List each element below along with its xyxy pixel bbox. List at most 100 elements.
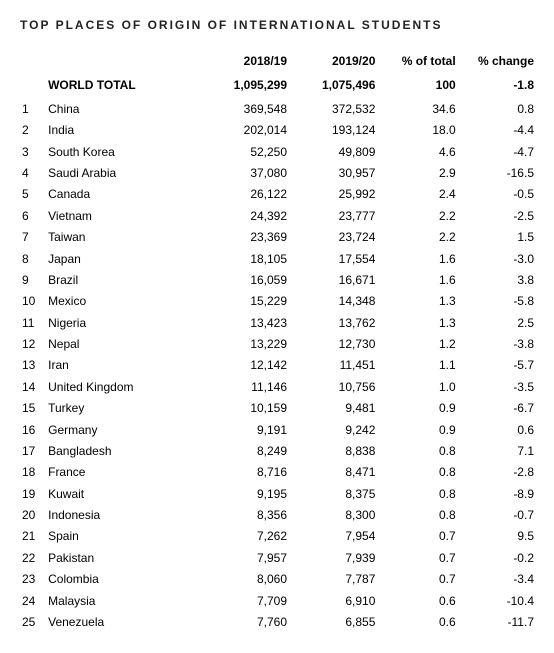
cell-name: Spain: [48, 526, 199, 547]
cell-y2: 17,554: [287, 248, 375, 269]
cell-y2: 7,787: [287, 569, 375, 590]
cell-rank: 25: [20, 612, 48, 633]
cell-chg: -3.8: [456, 334, 534, 355]
cell-rank: 1: [20, 99, 48, 120]
cell-y2: 25,992: [287, 184, 375, 205]
cell-chg: 9.5: [456, 526, 534, 547]
table-row: 13Iran12,14211,4511.1-5.7: [20, 355, 534, 376]
cell-y2: 10,756: [287, 376, 375, 397]
cell-chg: -8.9: [456, 483, 534, 504]
cell-y1: 18,105: [199, 248, 287, 269]
cell-y1: 8,356: [199, 505, 287, 526]
world-pct: 100: [375, 75, 455, 99]
cell-y2: 23,724: [287, 227, 375, 248]
cell-chg: 7.1: [456, 441, 534, 462]
cell-chg: -4.4: [456, 120, 534, 141]
col-header-y1: 2018/19: [199, 50, 287, 75]
cell-rank: 16: [20, 419, 48, 440]
cell-name: China: [48, 99, 199, 120]
cell-rank: 8: [20, 248, 48, 269]
cell-name: United Kingdom: [48, 376, 199, 397]
cell-chg: -2.5: [456, 205, 534, 226]
cell-chg: -2.8: [456, 462, 534, 483]
cell-y1: 8,060: [199, 569, 287, 590]
cell-pct: 34.6: [375, 99, 455, 120]
cell-y1: 16,059: [199, 270, 287, 291]
cell-y2: 9,481: [287, 398, 375, 419]
cell-y2: 13,762: [287, 312, 375, 333]
cell-chg: -0.7: [456, 505, 534, 526]
cell-y1: 52,250: [199, 141, 287, 162]
cell-rank: 15: [20, 398, 48, 419]
cell-y1: 11,146: [199, 376, 287, 397]
cell-pct: 4.6: [375, 141, 455, 162]
cell-name: Venezuela: [48, 612, 199, 633]
cell-name: Turkey: [48, 398, 199, 419]
table-row: 19Kuwait9,1958,3750.8-8.9: [20, 483, 534, 504]
cell-y1: 13,229: [199, 334, 287, 355]
table-row: 12Nepal13,22912,7301.2-3.8: [20, 334, 534, 355]
cell-y1: 9,195: [199, 483, 287, 504]
cell-y1: 8,716: [199, 462, 287, 483]
cell-rank: 2: [20, 120, 48, 141]
cell-y1: 369,548: [199, 99, 287, 120]
cell-pct: 0.9: [375, 419, 455, 440]
cell-pct: 1.6: [375, 270, 455, 291]
cell-rank: 18: [20, 462, 48, 483]
page-title: TOP PLACES OF ORIGIN OF INTERNATIONAL ST…: [20, 18, 534, 32]
world-total-row: WORLD TOTAL 1,095,299 1,075,496 100 -1.8: [20, 75, 534, 99]
table-row: 10Mexico15,22914,3481.3-5.8: [20, 291, 534, 312]
cell-chg: -10.4: [456, 590, 534, 611]
cell-y1: 24,392: [199, 205, 287, 226]
cell-pct: 1.2: [375, 334, 455, 355]
cell-pct: 0.6: [375, 612, 455, 633]
table-row: 6Vietnam24,39223,7772.2-2.5: [20, 205, 534, 226]
table-row: 1China369,548372,53234.60.8: [20, 99, 534, 120]
table-row: 18France8,7168,4710.8-2.8: [20, 462, 534, 483]
table-row: 23Colombia8,0607,7870.7-3.4: [20, 569, 534, 590]
cell-pct: 1.6: [375, 248, 455, 269]
cell-pct: 0.8: [375, 441, 455, 462]
cell-name: Colombia: [48, 569, 199, 590]
cell-rank: 11: [20, 312, 48, 333]
cell-pct: 0.8: [375, 483, 455, 504]
cell-rank: 24: [20, 590, 48, 611]
cell-chg: -5.8: [456, 291, 534, 312]
col-header-rank: [20, 50, 48, 75]
cell-name: Canada: [48, 184, 199, 205]
cell-chg: -3.4: [456, 569, 534, 590]
cell-rank: 5: [20, 184, 48, 205]
cell-rank: 23: [20, 569, 48, 590]
origin-table: 2018/19 2019/20 % of total % change WORL…: [20, 50, 534, 633]
cell-y2: 14,348: [287, 291, 375, 312]
cell-pct: 2.2: [375, 227, 455, 248]
cell-rank: 10: [20, 291, 48, 312]
cell-name: Indonesia: [48, 505, 199, 526]
world-y1: 1,095,299: [199, 75, 287, 99]
cell-y2: 7,954: [287, 526, 375, 547]
table-row: 5Canada26,12225,9922.4-0.5: [20, 184, 534, 205]
cell-chg: -0.5: [456, 184, 534, 205]
cell-pct: 2.2: [375, 205, 455, 226]
cell-name: Nigeria: [48, 312, 199, 333]
cell-y1: 23,369: [199, 227, 287, 248]
cell-y2: 11,451: [287, 355, 375, 376]
cell-y2: 8,838: [287, 441, 375, 462]
cell-y1: 10,159: [199, 398, 287, 419]
cell-y2: 30,957: [287, 163, 375, 184]
cell-chg: -3.5: [456, 376, 534, 397]
cell-y2: 8,300: [287, 505, 375, 526]
cell-name: Saudi Arabia: [48, 163, 199, 184]
cell-rank: 17: [20, 441, 48, 462]
cell-y1: 37,080: [199, 163, 287, 184]
cell-y1: 7,760: [199, 612, 287, 633]
world-chg: -1.8: [456, 75, 534, 99]
cell-y2: 6,910: [287, 590, 375, 611]
cell-y2: 23,777: [287, 205, 375, 226]
cell-chg: -11.7: [456, 612, 534, 633]
cell-chg: 3.8: [456, 270, 534, 291]
table-row: 21Spain7,2627,9540.79.5: [20, 526, 534, 547]
header-row: 2018/19 2019/20 % of total % change: [20, 50, 534, 75]
table-body: WORLD TOTAL 1,095,299 1,075,496 100 -1.8…: [20, 75, 534, 633]
cell-y1: 12,142: [199, 355, 287, 376]
